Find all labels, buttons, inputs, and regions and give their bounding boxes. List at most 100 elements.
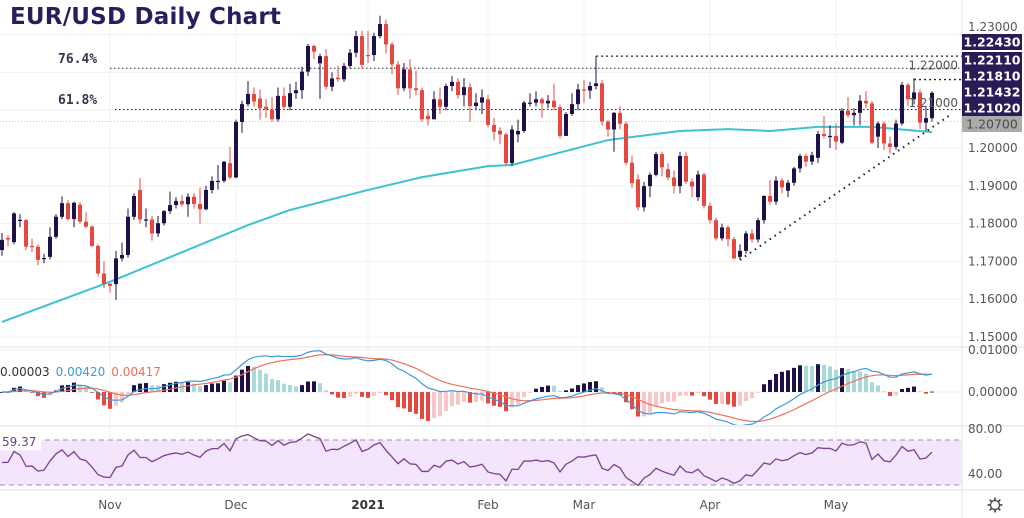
candle-body bbox=[156, 223, 160, 234]
macd-histogram-bar bbox=[912, 386, 916, 392]
candle-body bbox=[918, 92, 922, 123]
candle-body bbox=[582, 89, 586, 91]
candle-body bbox=[912, 92, 916, 100]
candle-body bbox=[150, 219, 154, 234]
candle-body bbox=[738, 250, 742, 257]
candle-body bbox=[930, 92, 934, 119]
candle-body bbox=[804, 155, 808, 162]
candle bbox=[228, 146, 232, 179]
candle bbox=[66, 200, 70, 221]
candle bbox=[216, 165, 220, 190]
candle-body bbox=[42, 257, 46, 260]
candle bbox=[408, 59, 412, 99]
candle-body bbox=[696, 174, 700, 198]
candle-body bbox=[12, 213, 16, 243]
macd-histogram-bar bbox=[390, 392, 394, 401]
candle-body bbox=[144, 219, 148, 221]
macd-histogram-bar bbox=[18, 386, 22, 392]
candle-body bbox=[654, 154, 658, 175]
macd-histogram-bar bbox=[198, 386, 202, 392]
macd-histogram-bar bbox=[420, 392, 424, 419]
candle bbox=[174, 197, 178, 209]
gear-icon[interactable] bbox=[986, 496, 1004, 514]
candle bbox=[96, 244, 100, 277]
candle bbox=[912, 78, 916, 105]
candle bbox=[606, 119, 610, 137]
candle-body bbox=[642, 186, 646, 208]
candle-body bbox=[300, 71, 304, 91]
candle bbox=[354, 30, 358, 58]
macd-histogram-bar bbox=[792, 367, 796, 392]
price-tag-label: 1.20700 bbox=[966, 117, 1018, 132]
macd-histogram-bar bbox=[588, 382, 592, 392]
candle bbox=[252, 87, 256, 107]
candle bbox=[612, 112, 616, 152]
price-tag-box bbox=[962, 84, 1022, 100]
macd-line-value: 0.00420 bbox=[55, 365, 106, 379]
price-tag-label: 1.21810 bbox=[964, 69, 1021, 84]
candle bbox=[918, 89, 922, 130]
rsi-tick-label: 80.00 bbox=[968, 422, 1002, 436]
candle-body bbox=[90, 226, 94, 246]
candle-body bbox=[678, 155, 682, 187]
candle-body bbox=[438, 99, 442, 107]
candle bbox=[882, 121, 886, 150]
candle-body bbox=[480, 97, 484, 103]
macd-tick-label: 0.00000 bbox=[968, 385, 1018, 399]
candle bbox=[456, 78, 460, 99]
candle bbox=[420, 87, 424, 122]
candle-body bbox=[102, 273, 106, 284]
candle-body bbox=[648, 174, 652, 187]
price-tick-label: 1.17000 bbox=[968, 254, 1018, 268]
macd-histogram-bar bbox=[432, 392, 436, 419]
candle-body bbox=[138, 189, 142, 220]
rsi-band bbox=[0, 440, 962, 485]
macd-histogram-bar bbox=[714, 392, 718, 404]
candle bbox=[150, 216, 154, 241]
candle bbox=[738, 244, 742, 260]
candle-body bbox=[756, 220, 760, 240]
macd-histogram-bar bbox=[864, 373, 868, 392]
candle-body bbox=[246, 93, 250, 105]
candle-body bbox=[636, 179, 640, 208]
candle bbox=[168, 191, 172, 215]
candle-body bbox=[660, 154, 664, 168]
candle bbox=[864, 91, 868, 109]
candle bbox=[396, 61, 400, 96]
candle bbox=[546, 95, 550, 109]
macd-histogram-value: 0.00003 bbox=[0, 365, 50, 379]
candle-body bbox=[780, 180, 784, 188]
candle-body bbox=[216, 180, 220, 183]
candle-body bbox=[432, 99, 436, 120]
candle bbox=[156, 216, 160, 237]
candle-body bbox=[78, 204, 82, 222]
candle bbox=[222, 161, 226, 183]
candle-body bbox=[684, 155, 688, 182]
candle bbox=[750, 229, 754, 243]
candle bbox=[372, 32, 376, 62]
candle-body bbox=[498, 130, 502, 135]
chart-title: EUR/USD Daily Chart bbox=[10, 4, 282, 30]
macd-tick-label: 0.01000 bbox=[968, 343, 1018, 357]
candle-body bbox=[702, 174, 706, 206]
candle bbox=[450, 76, 454, 92]
candle bbox=[528, 93, 532, 107]
macd-histogram-bar bbox=[720, 392, 724, 404]
macd-histogram-bar bbox=[672, 392, 676, 402]
macd-histogram-bar bbox=[690, 392, 694, 396]
macd-histogram-bar bbox=[162, 384, 166, 392]
macd-histogram-bar bbox=[384, 392, 388, 396]
macd-histogram-bar bbox=[354, 392, 358, 394]
candle bbox=[696, 170, 700, 201]
price-tag-box bbox=[962, 52, 1022, 68]
candle-body bbox=[606, 121, 610, 130]
candle bbox=[852, 108, 856, 126]
candle bbox=[684, 151, 688, 184]
macd-histogram-bar bbox=[834, 369, 838, 392]
candle-body bbox=[714, 220, 718, 239]
price-tick-label: 1.22000 bbox=[908, 58, 958, 72]
macd-histogram-bar bbox=[144, 383, 148, 392]
macd-histogram-bar bbox=[846, 369, 850, 392]
candle bbox=[102, 261, 106, 288]
